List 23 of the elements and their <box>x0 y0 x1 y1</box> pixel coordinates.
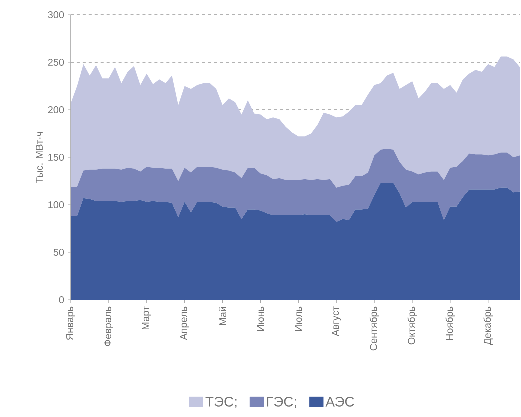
x-tick-label: Январь <box>66 306 76 340</box>
y-tick-label: 0 <box>59 296 64 304</box>
legend-label: ГЭС; <box>267 396 296 409</box>
y-tick-label: 300 <box>48 11 64 19</box>
x-tick-label: Декабрь <box>484 306 494 346</box>
x-tick-label: Октябрь <box>408 306 418 345</box>
y-tick-label: 100 <box>48 201 64 209</box>
y-tick-label: 50 <box>54 248 64 256</box>
x-tick-label: Сентябрь <box>370 306 380 351</box>
y-tick-label: 200 <box>48 106 64 114</box>
y-axis-title: Тыс. МВт·ч <box>36 132 44 184</box>
x-tick-label: Ноябрь <box>446 306 456 340</box>
x-tick-label: Февраль <box>104 306 114 346</box>
legend-label: ТЭС; <box>206 396 237 409</box>
y-tick-label: 150 <box>48 154 64 162</box>
x-tick-label: Июль <box>295 306 302 332</box>
x-tick-label: Май <box>219 307 227 326</box>
legend-label: АЭС <box>326 396 354 407</box>
x-tick-label: Март <box>142 306 152 330</box>
y-tick-label: 250 <box>48 58 64 66</box>
x-tick-label: Июнь <box>257 306 264 332</box>
x-tick-label: Апрель <box>180 306 190 340</box>
x-tick-label: Август <box>332 306 342 336</box>
